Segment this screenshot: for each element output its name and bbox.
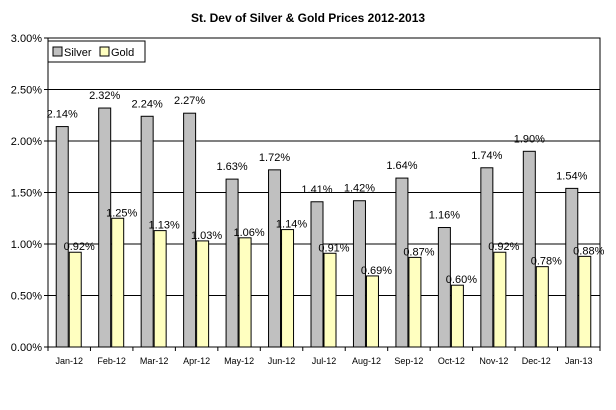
bar-silver xyxy=(523,151,535,347)
bar-gold xyxy=(154,231,166,347)
bars xyxy=(56,108,591,347)
bar-gold xyxy=(409,257,421,347)
data-label-silver: 1.16% xyxy=(429,210,460,222)
data-label-gold: 0.87% xyxy=(403,246,434,258)
chart-title: St. Dev of Silver & Gold Prices 2012-201… xyxy=(191,11,425,25)
data-label-silver: 2.24% xyxy=(132,98,163,110)
y-tick-label: 2.00% xyxy=(11,136,42,148)
bar-gold xyxy=(579,256,591,347)
bar-silver xyxy=(566,188,578,347)
y-tick-label: 0.00% xyxy=(11,342,42,354)
x-tick-label: Jul-12 xyxy=(312,356,337,366)
data-label-gold: 0.88% xyxy=(573,245,604,257)
bar-gold xyxy=(536,267,548,347)
bar-chart: St. Dev of Silver & Gold Prices 2012-201… xyxy=(0,0,616,410)
data-label-gold: 0.92% xyxy=(488,241,519,253)
data-label-silver: 1.41% xyxy=(301,184,332,196)
bar-silver xyxy=(56,127,68,347)
data-label-gold: 1.13% xyxy=(149,220,180,232)
x-tick-label: Feb-12 xyxy=(97,356,126,366)
bar-silver xyxy=(396,178,408,347)
bar-gold xyxy=(112,218,124,347)
data-label-silver: 1.54% xyxy=(556,170,587,182)
x-tick-label: Dec-12 xyxy=(522,356,551,366)
legend-label-silver: Silver xyxy=(64,47,92,59)
legend: Silver Gold xyxy=(48,41,145,62)
bar-silver xyxy=(481,168,493,347)
x-tick-label: Oct-12 xyxy=(438,356,465,366)
bar-silver xyxy=(438,228,450,347)
bar-gold xyxy=(451,285,463,347)
bar-silver xyxy=(141,116,153,347)
data-label-gold: 1.14% xyxy=(276,219,307,231)
data-label-silver: 1.64% xyxy=(386,160,417,172)
x-tick-label: Jan-13 xyxy=(565,356,593,366)
data-label-gold: 1.03% xyxy=(191,230,222,242)
data-label-silver: 1.74% xyxy=(471,150,502,162)
legend-label-gold: Gold xyxy=(111,47,134,59)
data-label-gold: 0.78% xyxy=(531,256,562,268)
data-label-silver: 2.14% xyxy=(47,109,78,121)
y-tick-label: 2.50% xyxy=(11,85,42,97)
x-tick-label: Jan-12 xyxy=(55,356,83,366)
data-label-gold: 1.25% xyxy=(106,207,137,219)
data-label-gold: 0.60% xyxy=(446,274,477,286)
data-label-silver: 1.63% xyxy=(216,161,247,173)
data-label-gold: 0.92% xyxy=(64,241,95,253)
data-label-silver: 1.42% xyxy=(344,183,375,195)
bar-silver xyxy=(311,202,323,347)
bar-gold xyxy=(324,253,336,347)
data-label-silver: 1.90% xyxy=(514,133,545,145)
x-tick-label: Apr-12 xyxy=(183,356,210,366)
data-label-silver: 1.72% xyxy=(259,152,290,164)
legend-swatch-gold xyxy=(100,47,109,56)
x-tick-label: Sep-12 xyxy=(394,356,423,366)
x-tick-label: Nov-12 xyxy=(479,356,508,366)
bar-gold xyxy=(494,252,506,347)
x-tick-label: Aug-12 xyxy=(352,356,381,366)
bar-silver xyxy=(269,170,281,347)
y-tick-label: 1.50% xyxy=(11,188,42,200)
y-axis-ticks: 0.00% 0.50% 1.00% 1.50% 2.00% 2.50% 3.00% xyxy=(11,33,48,354)
data-label-gold: 1.06% xyxy=(233,227,264,239)
y-tick-label: 0.50% xyxy=(11,291,42,303)
bar-silver xyxy=(99,108,111,347)
y-tick-label: 1.00% xyxy=(11,239,42,251)
x-tick-label: Mar-12 xyxy=(140,356,169,366)
x-axis-ticks: Jan-12 Feb-12 Mar-12 Apr-12 May-12 Jun-12 Jul-… xyxy=(48,347,600,366)
x-tick-label: May-12 xyxy=(224,356,254,366)
bar-gold xyxy=(282,230,294,347)
bar-silver xyxy=(226,179,238,347)
bar-gold xyxy=(239,238,251,347)
data-label-gold: 0.91% xyxy=(318,242,349,254)
data-label-silver: 2.27% xyxy=(174,95,205,107)
bar-gold xyxy=(197,241,209,347)
data-label-silver: 2.32% xyxy=(89,90,120,102)
data-label-gold: 0.69% xyxy=(361,265,392,277)
bar-gold xyxy=(69,252,81,347)
x-tick-label: Jun-12 xyxy=(268,356,296,366)
bar-gold xyxy=(366,276,378,347)
legend-swatch-silver xyxy=(53,47,62,56)
y-tick-label: 3.00% xyxy=(11,33,42,45)
